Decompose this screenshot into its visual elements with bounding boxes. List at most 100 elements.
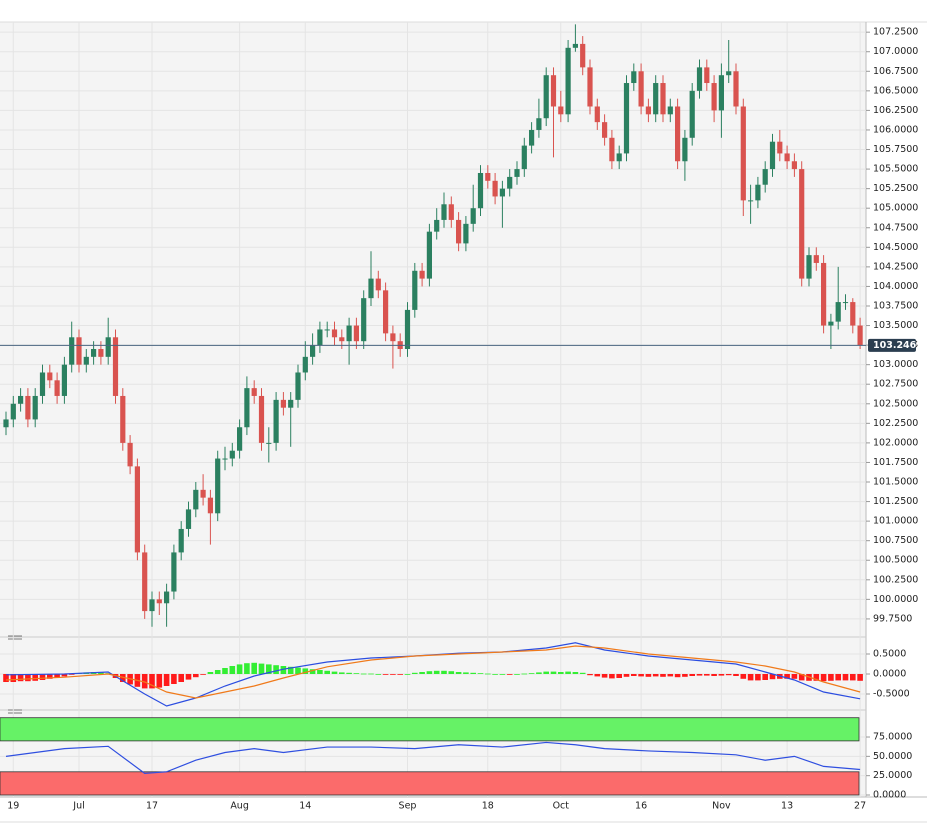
histogram-bar <box>317 670 323 674</box>
histogram-bar <box>287 666 294 674</box>
panel-handle[interactable] <box>8 635 22 640</box>
histogram-bar <box>368 673 374 675</box>
candle-body <box>54 380 60 396</box>
candle-body <box>383 290 389 334</box>
candle-body <box>273 399 279 443</box>
candle-body <box>726 71 732 76</box>
histogram-bar <box>674 674 681 678</box>
candle-body <box>777 141 783 154</box>
y-tick-label: 99.7500 <box>873 613 912 624</box>
histogram-bar <box>492 674 498 675</box>
y-tick-label: 102.2500 <box>873 418 918 429</box>
y-tick-label: 104.5000 <box>873 242 918 253</box>
y-tick-label: 101.0000 <box>873 516 918 527</box>
histogram-bar <box>185 674 192 680</box>
histogram-bar <box>616 674 622 678</box>
rsi-band <box>0 771 860 796</box>
candle-body <box>69 337 75 365</box>
histogram-bar <box>25 674 31 682</box>
candle-body <box>558 106 564 115</box>
histogram-bar <box>273 665 279 674</box>
histogram-bar <box>258 663 265 674</box>
panel-handle[interactable] <box>8 709 22 714</box>
histogram-bar <box>455 672 462 674</box>
histogram-bar <box>485 673 491 675</box>
last-price-label: 103.2469 <box>873 340 923 351</box>
y-tick-label: 106.0000 <box>873 124 918 135</box>
candle-body <box>164 591 170 604</box>
histogram-bar <box>755 674 761 681</box>
histogram-bar <box>711 674 717 676</box>
candle-body <box>456 219 462 244</box>
candle-body <box>711 83 717 111</box>
histogram-bar <box>156 674 163 688</box>
histogram-bar <box>3 674 9 682</box>
candle-body <box>667 106 673 115</box>
candle-body <box>762 169 768 185</box>
histogram-bar <box>390 674 396 675</box>
candle-body <box>229 450 235 459</box>
candle-body <box>740 106 746 201</box>
y-tick-label: 0.0000 <box>873 669 906 680</box>
histogram-bar <box>579 672 586 674</box>
histogram-bar <box>835 674 841 681</box>
histogram-bar <box>667 674 674 677</box>
rsi-line <box>5 741 861 774</box>
histogram-bar <box>448 671 455 674</box>
histogram-bar <box>61 674 68 677</box>
y-tick-label: 0.0000 <box>873 789 906 800</box>
y-tick-label: 103.7500 <box>873 300 918 311</box>
histogram-bar <box>178 674 184 682</box>
candle-body <box>857 325 863 346</box>
candle-body <box>521 145 527 170</box>
y-tick-label: -0.5000 <box>873 689 910 700</box>
rsi-band <box>0 717 860 742</box>
candle-body <box>346 325 352 342</box>
x-tick-label: 17 <box>146 801 158 812</box>
histogram-bar <box>733 674 739 676</box>
histogram-bar <box>32 674 38 681</box>
candle-body <box>258 395 265 443</box>
x-tick-label: 16 <box>635 801 647 812</box>
histogram-bar <box>521 673 528 675</box>
candle-body <box>368 278 374 299</box>
histogram-bar <box>149 674 155 689</box>
histogram-bar <box>433 670 440 674</box>
candle-body <box>733 71 739 107</box>
histogram-bar <box>353 673 360 674</box>
histogram-bar <box>762 674 768 680</box>
histogram-bar <box>565 671 571 674</box>
y-tick-label: 100.5000 <box>873 555 918 566</box>
candle-body <box>594 106 600 123</box>
candle-body <box>821 262 827 326</box>
histogram-bar <box>266 664 272 674</box>
candle-body <box>310 345 316 357</box>
candle-body <box>375 278 381 291</box>
candle-body <box>112 337 119 396</box>
candle-body <box>25 395 31 420</box>
y-tick-label: 106.5000 <box>873 85 918 96</box>
candle-body <box>207 497 213 514</box>
candle-body <box>61 364 67 396</box>
candle-body <box>98 349 104 357</box>
candle-body <box>324 329 330 331</box>
histogram-bar <box>39 674 46 680</box>
histogram-bar <box>426 671 433 674</box>
candle-body <box>696 67 703 91</box>
histogram-bar <box>163 674 170 686</box>
candle-body <box>653 83 659 115</box>
histogram-bar <box>652 674 659 677</box>
histogram-bar <box>339 672 345 674</box>
candle-body <box>718 75 724 111</box>
last-price-box <box>868 338 916 352</box>
candle-body <box>682 137 688 162</box>
candle-body <box>755 184 761 201</box>
candle-body <box>470 208 476 224</box>
candle-body <box>331 329 338 338</box>
y-tick-label: 104.0000 <box>873 281 918 292</box>
candle-body <box>441 204 447 220</box>
candle-body <box>32 395 38 420</box>
x-tick-label: 14 <box>299 801 311 812</box>
